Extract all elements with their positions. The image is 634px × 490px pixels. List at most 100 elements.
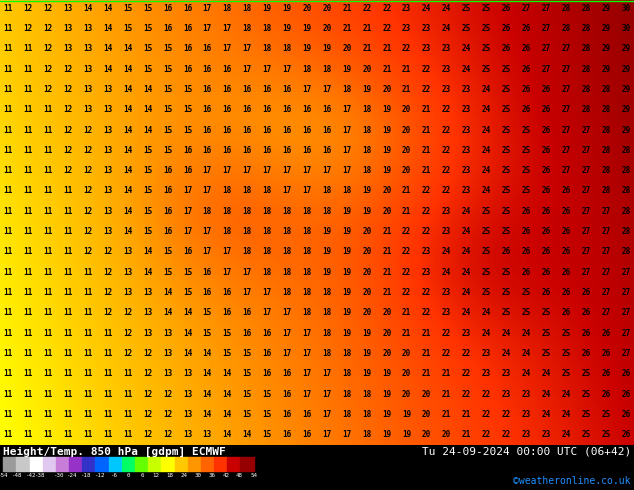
Text: 28: 28 [562, 24, 571, 33]
Text: 21: 21 [422, 146, 431, 155]
Text: 21: 21 [382, 227, 391, 236]
Text: 18: 18 [342, 410, 351, 419]
Text: 22: 22 [402, 44, 411, 53]
Bar [135, 457, 148, 471]
Text: 17: 17 [183, 227, 192, 236]
Text: 17: 17 [322, 390, 332, 399]
Text: 13: 13 [183, 390, 192, 399]
Text: 17: 17 [203, 166, 212, 175]
Text: 17: 17 [223, 268, 232, 277]
Text: 11: 11 [123, 390, 133, 399]
Text: 28: 28 [562, 3, 571, 13]
Text: 28: 28 [621, 166, 631, 175]
Text: 16: 16 [283, 105, 292, 114]
Text: 11: 11 [83, 268, 93, 277]
Text: 20: 20 [382, 207, 391, 216]
Text: 21: 21 [382, 65, 391, 74]
Text: 15: 15 [203, 308, 212, 318]
Text: 14: 14 [123, 105, 133, 114]
Text: 11: 11 [3, 247, 13, 256]
Text: 12: 12 [83, 247, 93, 256]
Text: 25: 25 [482, 227, 491, 236]
Text: 20: 20 [402, 390, 411, 399]
Text: 21: 21 [382, 44, 391, 53]
Text: 18: 18 [302, 288, 312, 297]
Text: 28: 28 [602, 187, 611, 196]
Text: 14: 14 [203, 410, 212, 419]
Text: 16: 16 [183, 44, 192, 53]
Text: 28: 28 [621, 207, 631, 216]
Text: 48: 48 [236, 473, 243, 478]
Text: 16: 16 [163, 187, 172, 196]
Text: 22: 22 [442, 349, 451, 358]
Text: 13: 13 [123, 268, 133, 277]
Text: 16: 16 [243, 146, 252, 155]
Text: 26: 26 [541, 288, 551, 297]
Text: 17: 17 [322, 410, 332, 419]
Text: 26: 26 [541, 247, 551, 256]
Text: 16: 16 [322, 125, 332, 135]
Text: 19: 19 [342, 288, 351, 297]
Text: 20: 20 [382, 308, 391, 318]
Text: 16: 16 [283, 410, 292, 419]
Text: 11: 11 [43, 329, 53, 338]
Text: 27: 27 [581, 268, 591, 277]
Text: 17: 17 [283, 349, 292, 358]
Text: 18: 18 [322, 308, 332, 318]
Text: 15: 15 [223, 349, 232, 358]
Text: 15: 15 [183, 105, 192, 114]
Text: 17: 17 [203, 247, 212, 256]
Text: 21: 21 [402, 85, 411, 94]
Text: 27: 27 [602, 308, 611, 318]
Text: 21: 21 [422, 329, 431, 338]
Text: 54: 54 [250, 473, 257, 478]
Text: 26: 26 [522, 105, 531, 114]
Text: 15: 15 [163, 85, 172, 94]
Text: 15: 15 [123, 3, 133, 13]
Text: 11: 11 [63, 288, 72, 297]
Text: 19: 19 [362, 349, 372, 358]
Text: 15: 15 [262, 390, 272, 399]
Text: 19: 19 [283, 3, 292, 13]
Text: 14: 14 [103, 44, 112, 53]
Text: 11: 11 [3, 227, 13, 236]
Text: 15: 15 [243, 349, 252, 358]
Text: 27: 27 [602, 207, 611, 216]
Text: 23: 23 [442, 227, 451, 236]
Text: 11: 11 [83, 288, 93, 297]
Bar [16, 457, 30, 471]
Bar [214, 457, 227, 471]
Text: 21: 21 [382, 268, 391, 277]
Text: 26: 26 [581, 329, 591, 338]
Text: 11: 11 [63, 187, 72, 196]
Text: 17: 17 [322, 85, 332, 94]
Text: 18: 18 [223, 207, 232, 216]
Text: 19: 19 [402, 430, 411, 440]
Text: 26: 26 [581, 349, 591, 358]
Text: 16: 16 [183, 3, 192, 13]
Text: 14: 14 [143, 268, 152, 277]
Text: 14: 14 [123, 187, 133, 196]
Text: 16: 16 [163, 3, 172, 13]
Text: 28: 28 [581, 3, 591, 13]
Text: Height/Temp. 850 hPa [gdpm] ECMWF: Height/Temp. 850 hPa [gdpm] ECMWF [3, 446, 226, 457]
Text: 12: 12 [103, 288, 112, 297]
Text: 11: 11 [83, 410, 93, 419]
Text: 15: 15 [143, 146, 152, 155]
Text: 18: 18 [322, 329, 332, 338]
Text: 27: 27 [621, 349, 631, 358]
Text: 24: 24 [462, 247, 471, 256]
Text: 20: 20 [362, 288, 372, 297]
Text: 24: 24 [541, 410, 551, 419]
Text: -48: -48 [12, 473, 22, 478]
Text: 21: 21 [422, 349, 431, 358]
Text: 20: 20 [402, 349, 411, 358]
Text: 28: 28 [621, 187, 631, 196]
Text: 11: 11 [103, 410, 112, 419]
Text: 16: 16 [223, 85, 232, 94]
Text: 22: 22 [482, 390, 491, 399]
Text: 17: 17 [283, 308, 292, 318]
Text: 27: 27 [602, 268, 611, 277]
Text: 16: 16 [302, 125, 312, 135]
Text: -42: -42 [26, 473, 36, 478]
